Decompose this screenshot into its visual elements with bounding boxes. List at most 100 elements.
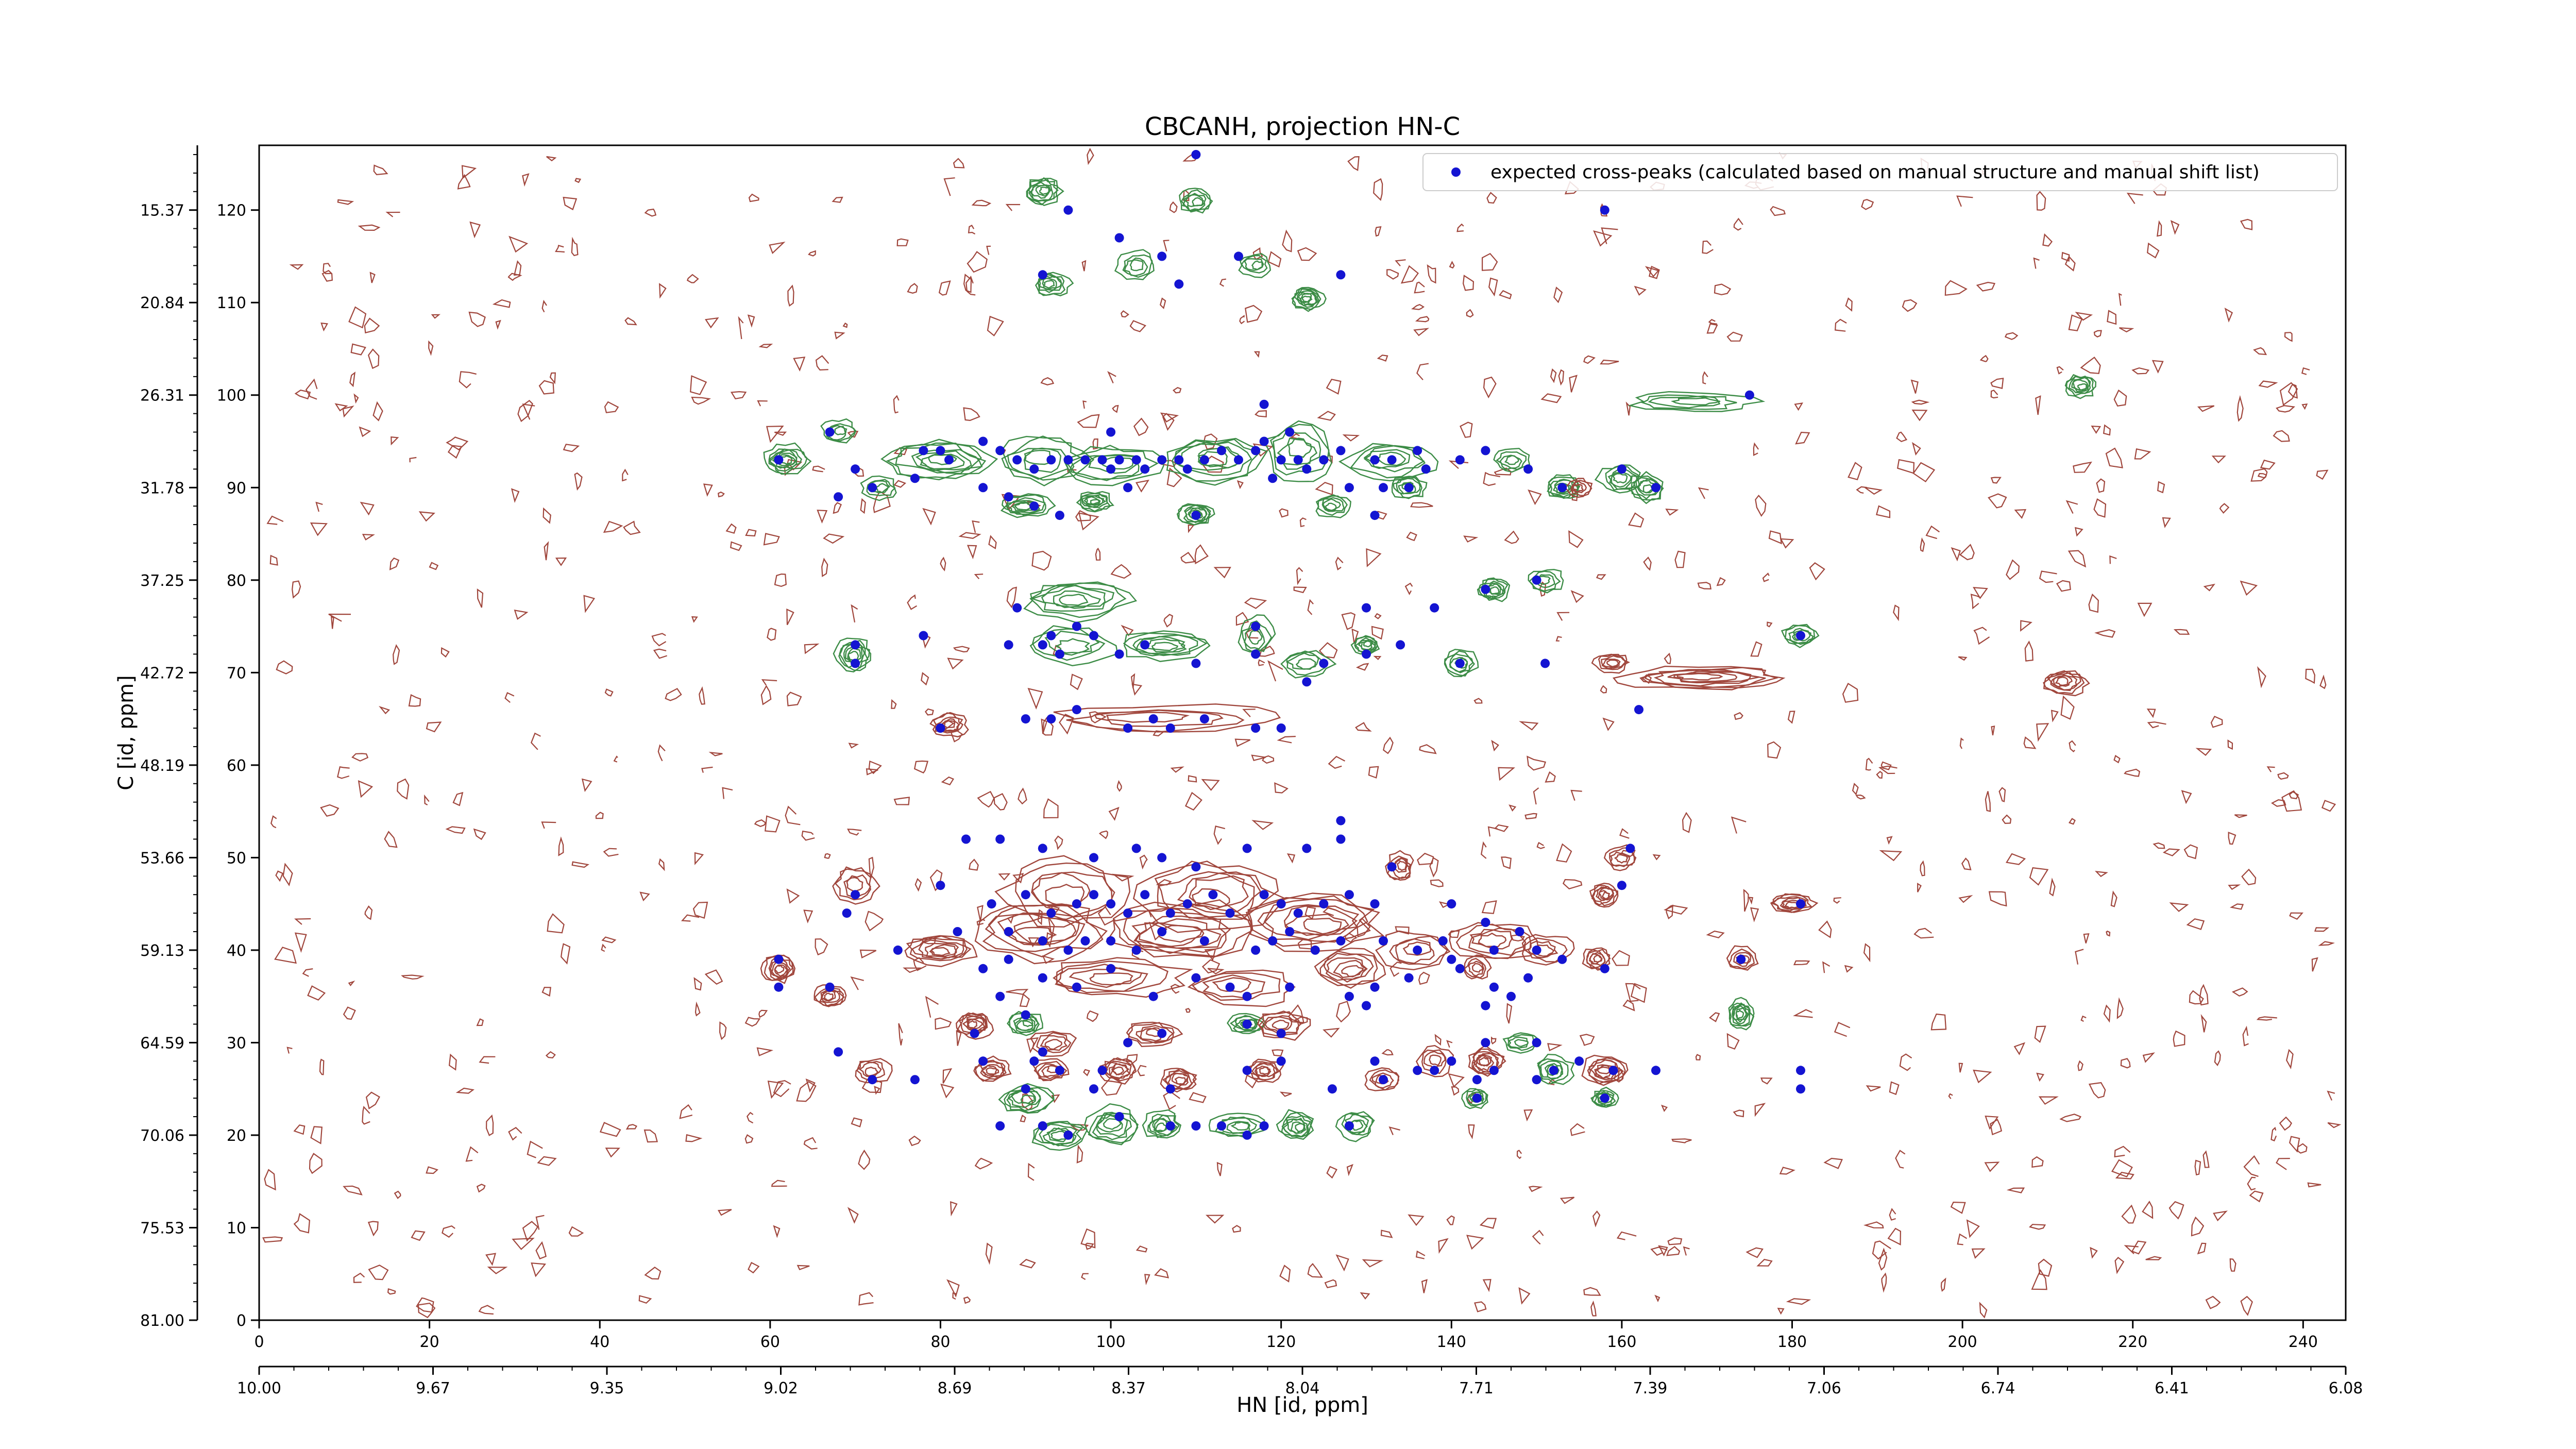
positive-contour — [1284, 913, 1349, 936]
noise-contour — [967, 545, 977, 560]
noise-contour — [1889, 1081, 1900, 1096]
noise-contour — [701, 766, 713, 773]
noise-contour — [581, 778, 592, 792]
noise-contour — [1652, 854, 1661, 861]
noise-contour — [543, 507, 551, 524]
negative-contour — [1065, 446, 1164, 486]
positive-contour — [1133, 918, 1222, 949]
noise-contour — [1569, 375, 1578, 393]
noise-contour — [2059, 1114, 2082, 1122]
positive-contour — [1590, 1059, 1622, 1081]
noise-contour — [2157, 481, 2165, 494]
noise-contour — [1089, 711, 1107, 723]
cross-peak-marker — [1293, 908, 1303, 918]
noise-contour — [1162, 413, 1175, 431]
noise-contour — [658, 858, 665, 871]
positive-contour — [1570, 480, 1587, 494]
positive-contour — [823, 992, 834, 1001]
negative-contour — [860, 475, 897, 501]
positive-contour — [770, 962, 789, 978]
noise-contour — [1630, 983, 1647, 1003]
negative-contour — [1001, 435, 1083, 481]
noise-contour — [1902, 299, 1918, 312]
positive-contour — [1154, 861, 1279, 920]
negative-contour — [1287, 437, 1312, 458]
noise-contour — [968, 225, 976, 235]
positive-contour — [962, 1015, 987, 1034]
y-axis-title: C [id, ppm] — [114, 675, 138, 790]
noise-contour — [679, 1104, 693, 1119]
noise-contour — [2194, 1159, 2201, 1176]
noise-contour — [1540, 393, 1562, 403]
noise-contour — [1213, 825, 1226, 845]
cross-peak-marker — [1004, 492, 1013, 502]
noise-contour — [1406, 531, 1417, 542]
noise-contour — [477, 588, 484, 608]
cross-peak-marker — [1362, 1001, 1371, 1010]
noise-contour — [1232, 1225, 1241, 1233]
negative-contour — [1295, 1123, 1306, 1132]
noise-contour — [1027, 687, 1043, 710]
cross-peak-marker — [1293, 455, 1303, 465]
ppm-y-tick-label: 70.06 — [140, 1127, 184, 1145]
cross-peak-marker — [1123, 723, 1133, 733]
noise-contour — [1976, 281, 1996, 292]
positive-contour — [1601, 659, 1621, 669]
negative-contour — [834, 426, 848, 435]
noise-contour — [1460, 422, 1473, 438]
cross-peak-marker — [1370, 455, 1380, 465]
cross-peak-marker — [1063, 455, 1073, 465]
noise-contour — [522, 403, 535, 420]
noise-contour — [693, 977, 702, 991]
noise-contour — [1750, 907, 1759, 922]
noise-contour — [1490, 1036, 1497, 1044]
cross-peak-marker — [936, 446, 945, 456]
noise-contour — [337, 199, 354, 205]
noise-contour — [476, 1184, 486, 1193]
noise-contour — [938, 280, 951, 296]
noise-contour — [1110, 564, 1132, 579]
negative-contour — [1123, 630, 1208, 656]
positive-contour — [1667, 670, 1760, 684]
cross-peak-marker — [1029, 464, 1039, 474]
noise-contour — [1293, 586, 1307, 594]
noise-contour — [522, 173, 530, 187]
cross-peak-marker — [1370, 899, 1380, 909]
noise-contour — [330, 614, 334, 629]
noise-contour — [320, 804, 340, 817]
cross-peak-marker — [842, 908, 852, 918]
positive-contour — [1478, 932, 1507, 948]
noise-contour — [2013, 1042, 2026, 1055]
cross-peak-marker — [1404, 483, 1414, 493]
noise-contour — [1037, 909, 1043, 925]
positive-contour — [1468, 928, 1527, 956]
noise-contour — [943, 177, 955, 196]
noise-contour — [859, 949, 877, 959]
noise-contour — [1842, 683, 1859, 703]
noise-contour — [349, 372, 356, 387]
x-tick-label: 40 — [590, 1333, 609, 1351]
noise-contour — [1466, 309, 1474, 318]
cross-peak-marker — [1344, 483, 1354, 493]
noise-contour — [692, 901, 708, 919]
noise-contour — [2004, 332, 2019, 340]
noise-contour — [469, 221, 481, 239]
noise-contour — [1400, 265, 1419, 284]
noise-contour — [289, 264, 304, 270]
noise-contour — [1083, 1069, 1090, 1076]
negative-contour — [1007, 1088, 1041, 1108]
noise-contour — [1834, 1022, 1851, 1037]
noise-contour — [803, 909, 814, 923]
cross-peak-marker — [1379, 1075, 1388, 1085]
negative-contour — [1155, 1122, 1167, 1133]
noise-contour — [1154, 1268, 1170, 1278]
positive-contour — [846, 877, 863, 892]
noise-contour — [1446, 1040, 1453, 1048]
cross-peak-marker — [1072, 982, 1081, 992]
cross-peak-marker — [1268, 474, 1278, 483]
negative-contour — [1114, 249, 1155, 280]
cross-peak-marker — [1413, 1066, 1422, 1075]
noise-contour — [1760, 1077, 1773, 1085]
noise-contour — [969, 858, 979, 871]
noise-contour — [1448, 1073, 1465, 1088]
